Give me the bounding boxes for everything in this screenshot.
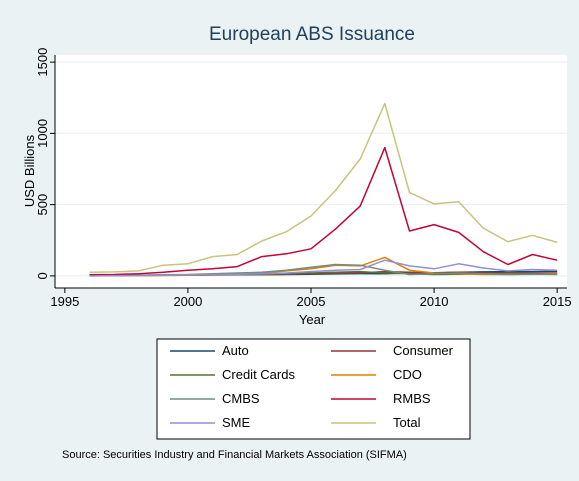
x-tick-label: 1995 [50,294,79,309]
x-axis-label: Year [299,312,326,327]
y-tick-label: 1500 [35,48,50,77]
legend-label-cmbs: CMBS [222,391,260,406]
gridlines [55,61,567,277]
legend-label-consumer: Consumer [393,343,454,358]
y-axis-label: USD Billions [22,134,37,207]
legend-label-sme: SME [222,415,251,430]
series-line-sme [89,259,558,277]
legend-items: Auto Consumer Credit Cards CDO CMBS RMBS SME To… [170,343,454,430]
x-tick-label: 2000 [173,294,202,309]
series-line-total [89,102,558,274]
legend-label-total: Total [393,415,421,430]
series-line-rmbs [89,146,558,276]
x-tick-label: 2005 [297,294,326,309]
plot-area [55,55,567,288]
legend-label-cdo: CDO [393,367,422,382]
source-note: Source: Securities Industry and Financia… [62,449,407,461]
legend-label-rmbs: RMBS [393,391,431,406]
y-tick-label: 0 [35,272,50,279]
x-tick-label: 2015 [543,294,572,309]
legend-label-credit-cards: Credit Cards [222,367,295,382]
chart-title: European ABS Issuance [209,24,415,45]
series-lines [89,102,558,277]
y-tick-label: 1000 [35,119,50,148]
legend-label-auto: Auto [222,343,249,358]
axes: 0 500 1000 1500 1995 2000 2005 2010 2015 [35,48,572,309]
x-tick-label: 2010 [420,294,449,309]
y-tick-label: 500 [35,194,50,216]
